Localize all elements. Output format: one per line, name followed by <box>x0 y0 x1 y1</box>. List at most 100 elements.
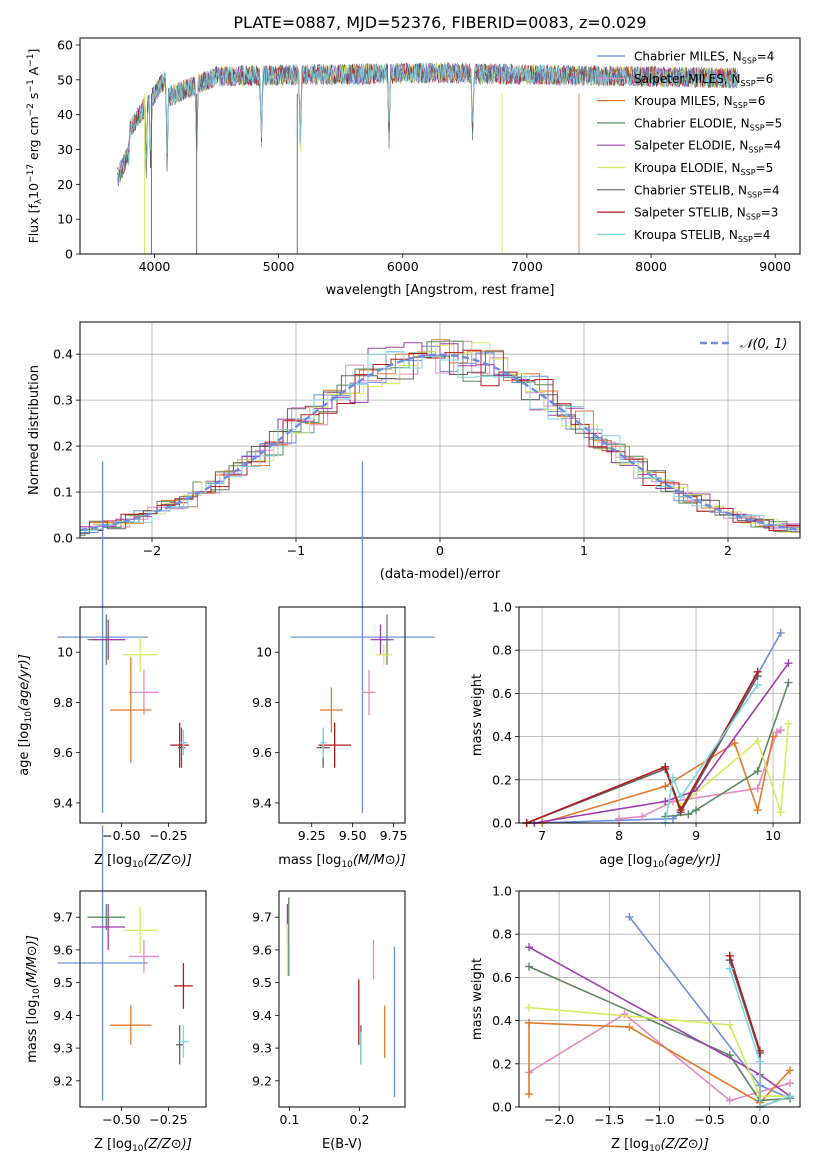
weight-marker <box>668 773 677 782</box>
legend-subscript: SSP <box>748 146 763 155</box>
label-tail: (M/M⊙)] <box>25 935 40 988</box>
weight-marker <box>725 951 734 960</box>
weight-marker <box>785 1079 794 1088</box>
legend-subscript: SSP <box>750 123 765 132</box>
legend-subscript: SSP <box>741 168 756 177</box>
x-tick-label: −1.0 <box>644 1112 674 1127</box>
legend-label: Kroupa ELODIE, N <box>634 161 741 175</box>
x-tick-label: 0.2 <box>350 1112 370 1127</box>
gaussian-curve <box>79 353 801 532</box>
x-tick-label: 6000 <box>387 259 419 274</box>
y-tick-label: 0.4 <box>492 1013 512 1028</box>
axes-frame <box>518 606 801 824</box>
axes-frame <box>79 890 207 1108</box>
x-tick-label: −0.25 <box>149 828 187 843</box>
y-tick-label: 9.8 <box>53 695 73 710</box>
weight-marker <box>725 964 734 973</box>
weight-marker <box>753 736 762 745</box>
label-sub: 10 <box>24 711 34 723</box>
y-tick-label: 9.3 <box>53 1041 73 1056</box>
x-axis-label: Z [log10(Z/Z⊙)] <box>94 1137 192 1154</box>
legend-entry: Chabrier STELIB, NSSP=4 <box>634 183 780 199</box>
spectrum-series <box>118 62 738 182</box>
label-tail: (Z/Z⊙)] <box>144 1137 192 1152</box>
weight-series <box>534 632 782 824</box>
y-tick-label: 0.4 <box>53 347 73 362</box>
weight-marker <box>785 1066 794 1075</box>
legend-entry: Kroupa STELIB, NSSP=4 <box>634 228 771 244</box>
x-tick-label: −0.50 <box>102 828 140 843</box>
legend-count: =5 <box>765 116 783 130</box>
weight-series <box>528 965 791 1102</box>
y-tick-label: 1.0 <box>492 884 512 899</box>
ylabel-main: Flux [f <box>26 204 41 244</box>
legend-subscript: SSP <box>746 213 761 222</box>
legend-count: =4 <box>762 183 780 197</box>
weight-marker <box>725 1020 734 1029</box>
label-main: Z [log <box>94 853 132 868</box>
x-tick-label: −0.25 <box>149 1112 187 1127</box>
label-main: age [log <box>599 853 652 868</box>
x-tick-label: −2 <box>143 543 161 558</box>
x-tick-label: 9.50 <box>339 828 367 843</box>
weight-marker <box>753 667 762 676</box>
y-tick-label: 9.5 <box>252 975 272 990</box>
weight-vs-metallicity-panel: −2.0 −1.5 −1.0 −0.5 0.0 0.0 0.2 0.4 0.6 0.8 1.0 Z [… <box>470 884 801 1154</box>
figure-title: PLATE=0887, MJD=52376, FIBERID=0083, z=0… <box>233 13 646 32</box>
weight-series <box>680 723 790 813</box>
ylabel-sup4: −1 <box>26 54 36 67</box>
ylabel-unit2: s <box>26 93 41 104</box>
weight-marker <box>615 814 624 823</box>
axes-frame <box>79 321 801 539</box>
y-tick-label: 0.2 <box>53 439 73 454</box>
legend-entry: Kroupa ELODIE, NSSP=5 <box>634 161 773 177</box>
legend-subscript: SSP <box>747 190 762 199</box>
x-tick-label: 4000 <box>139 259 171 274</box>
legend-label: Chabrier ELODIE, N <box>634 116 750 130</box>
x-tick-label: 0.0 <box>750 1112 770 1127</box>
y-tick-label: 9.4 <box>252 1008 272 1023</box>
y-axis-label: Normed distribution <box>27 365 42 495</box>
weight-marker <box>661 797 670 806</box>
residuals-panel: −2 −1 0 1 2 0.0 0.1 0.2 0.3 0.4 𝒩(0, 1) (data-model… <box>27 321 801 582</box>
label-main: mass [log <box>25 1000 40 1063</box>
y-tick-label: 0 <box>65 247 73 262</box>
axes-frame <box>278 606 406 824</box>
y-tick-label: 9.2 <box>252 1073 272 1088</box>
x-tick-label: −2.0 <box>544 1112 574 1127</box>
weight-marker <box>784 659 793 668</box>
y-tick-label: 0.0 <box>492 816 512 831</box>
label-sub: 10 <box>32 988 42 1000</box>
ylabel-sup3: −1 <box>26 79 36 92</box>
weight-marker <box>676 806 685 815</box>
x-tick-label: 5000 <box>263 259 295 274</box>
legend-count: =4 <box>763 139 781 153</box>
y-tick-label: 0.8 <box>492 927 512 942</box>
weight-marker <box>625 912 634 921</box>
y-tick-label: 9.5 <box>53 975 73 990</box>
label-sub: 10 <box>132 860 144 870</box>
weight-marker <box>776 628 785 637</box>
label-sub: 10 <box>649 1144 661 1154</box>
weight-marker <box>676 793 685 802</box>
x-tick-label: −0.50 <box>102 1112 140 1127</box>
label-tail: (Z/Z⊙)] <box>144 853 192 868</box>
label-tail: (M/M⊙)] <box>353 853 406 868</box>
y-tick-label: 9.4 <box>53 1008 73 1023</box>
weight-series <box>526 671 759 824</box>
x-axis-label: E(B-V) <box>322 1137 362 1152</box>
axes-frame <box>79 606 207 824</box>
y-tick-label: 9.6 <box>53 942 73 957</box>
y-tick-label: 0.3 <box>53 393 73 408</box>
legend-count: =3 <box>761 206 779 220</box>
y-axis-label: age [log10(age/yr)] <box>17 654 34 776</box>
legend-entry: Kroupa MILES, NSSP=6 <box>634 94 765 110</box>
y-tick-label: 9.6 <box>53 745 73 760</box>
label-tail: (Z/Z⊙)] <box>661 1137 709 1152</box>
weight-series <box>664 684 759 824</box>
y-tick-label: 40 <box>57 107 73 122</box>
spectrum-panel: 4000 5000 6000 7000 8000 9000 0 10 20 30 40 50 60 wav… <box>26 37 801 298</box>
y-tick-label: 50 <box>57 72 73 87</box>
